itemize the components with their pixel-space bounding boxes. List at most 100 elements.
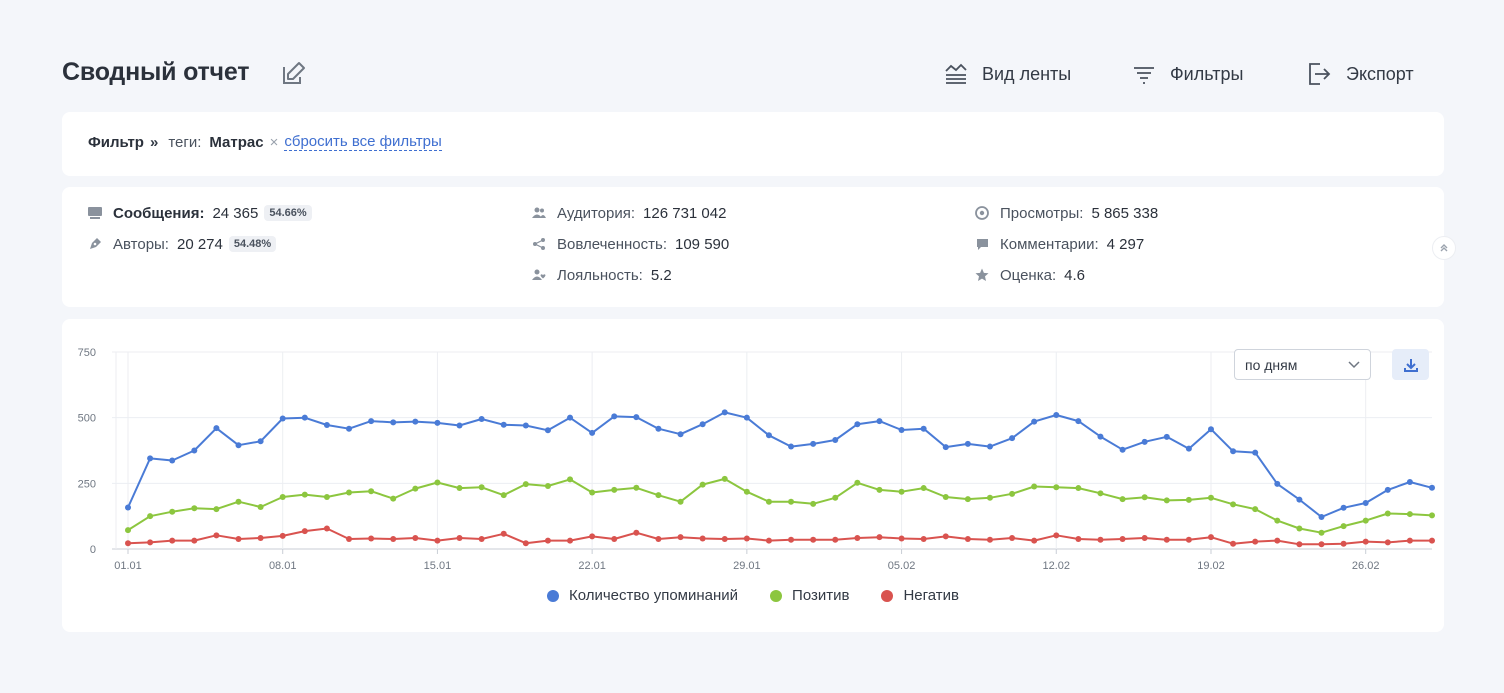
data-point-0 [854, 421, 861, 428]
data-point-0 [898, 427, 905, 434]
data-point-2 [1031, 537, 1038, 544]
data-point-2 [611, 536, 618, 543]
data-point-0 [633, 414, 640, 421]
data-point-0 [235, 442, 242, 449]
legend-item-negative[interactable]: Негатив [881, 587, 959, 604]
data-point-1 [1384, 510, 1391, 517]
stat-authors: Авторы: 20 274 54.48% [88, 234, 277, 254]
data-point-2 [1384, 539, 1391, 546]
data-point-2 [1340, 540, 1347, 547]
data-point-1 [964, 496, 971, 503]
data-point-1 [677, 498, 684, 505]
data-point-1 [522, 481, 529, 488]
collapse-stats-button[interactable] [1432, 236, 1456, 260]
data-point-2 [1163, 536, 1170, 543]
stat-engagement: Вовлеченность: 109 590 [532, 234, 729, 254]
period-select[interactable]: по дням [1234, 349, 1371, 380]
data-point-2 [368, 535, 375, 542]
data-point-0 [964, 440, 971, 447]
stat-comments: Комментарии: 4 297 [975, 234, 1144, 254]
data-point-1 [942, 493, 949, 500]
legend-item-mentions[interactable]: Количество упоминаний [546, 587, 738, 604]
data-point-0 [986, 443, 993, 450]
data-point-2 [810, 536, 817, 543]
y-tick-label: 250 [78, 478, 96, 490]
data-point-0 [1340, 504, 1347, 511]
data-point-1 [788, 498, 795, 505]
data-point-2 [589, 533, 596, 540]
data-point-0 [1207, 426, 1214, 433]
data-point-2 [169, 537, 176, 544]
data-point-0 [1097, 433, 1104, 440]
x-tick-label: 26.02 [1352, 560, 1380, 572]
data-point-1 [1097, 490, 1104, 497]
data-point-1 [633, 484, 640, 491]
data-point-1 [611, 486, 618, 493]
x-tick-label: 15.01 [424, 560, 452, 572]
data-point-2 [1429, 537, 1435, 544]
edit-icon[interactable] [281, 60, 307, 86]
data-point-0 [1119, 446, 1126, 453]
data-point-1 [500, 492, 507, 499]
data-point-0 [301, 414, 308, 421]
data-point-0 [1296, 496, 1303, 503]
data-point-1 [1274, 517, 1281, 524]
data-point-2 [478, 536, 485, 543]
data-point-0 [810, 440, 817, 447]
stat-rating: Оценка: 4.6 [975, 265, 1085, 285]
data-point-2 [832, 536, 839, 543]
eye-icon [975, 206, 989, 220]
x-tick-label: 19.02 [1197, 560, 1225, 572]
audience-icon [532, 206, 546, 220]
data-point-0 [655, 425, 662, 432]
data-point-2 [279, 532, 286, 539]
data-point-1 [125, 527, 131, 534]
data-point-1 [390, 495, 397, 502]
data-point-1 [169, 508, 176, 515]
data-point-0 [390, 419, 397, 426]
y-tick-label: 0 [90, 544, 96, 556]
feed-view-icon [945, 63, 967, 84]
data-point-2 [235, 536, 242, 543]
legend-dot-positive [770, 589, 783, 602]
data-point-0 [721, 409, 728, 416]
data-point-2 [1119, 536, 1126, 543]
export-button[interactable]: Экспорт [1306, 60, 1414, 88]
data-point-1 [191, 505, 198, 512]
filter-key: теги: [168, 134, 202, 151]
remove-filter-icon[interactable]: × [269, 134, 279, 151]
data-point-1 [765, 498, 772, 505]
filters-button[interactable]: Фильтры [1132, 60, 1243, 88]
data-point-2 [1406, 537, 1413, 544]
data-point-1 [1230, 501, 1237, 508]
data-point-1 [832, 494, 839, 501]
data-point-0 [191, 447, 198, 454]
data-point-0 [589, 429, 596, 436]
star-icon [975, 268, 989, 282]
data-point-1 [810, 500, 817, 507]
double-chevron-up-icon [1440, 244, 1448, 252]
reset-filters-link[interactable]: сбросить все фильтры [284, 133, 442, 151]
data-point-2 [567, 537, 574, 544]
x-tick-label: 12.02 [1043, 560, 1071, 572]
data-point-0 [677, 431, 684, 438]
feed-view-button[interactable]: Вид ленты [944, 60, 1071, 88]
data-point-0 [788, 443, 795, 450]
data-point-2 [1207, 534, 1214, 541]
download-chart-button[interactable] [1392, 349, 1429, 380]
data-point-2 [500, 530, 507, 537]
data-point-2 [920, 536, 927, 543]
legend-dot-negative [881, 589, 894, 602]
data-point-0 [1362, 500, 1369, 507]
data-point-2 [788, 536, 795, 543]
data-point-1 [1009, 490, 1016, 497]
data-point-0 [279, 415, 286, 422]
legend-item-positive[interactable]: Позитив [770, 587, 849, 604]
data-point-0 [765, 432, 772, 439]
x-tick-label: 29.01 [733, 560, 761, 572]
data-point-2 [412, 534, 419, 541]
data-point-0 [743, 414, 750, 421]
data-point-2 [522, 540, 529, 547]
data-point-1 [412, 485, 419, 492]
data-point-1 [567, 476, 574, 483]
